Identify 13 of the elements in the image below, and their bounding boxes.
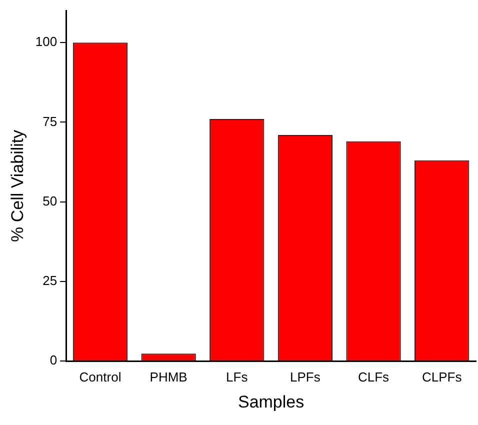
y-tick-label: 75 [42,114,58,129]
y-tick-label: 0 [50,352,58,368]
x-tick-label: LPFs [290,369,321,384]
x-tick-label: CLPFs [422,369,462,384]
y-axis-title: % Cell Viability [8,129,27,242]
x-tick-label: PHMB [150,369,188,384]
y-tick-label: 50 [42,193,58,208]
y-tick-label: 100 [35,34,58,50]
x-axis-title: Samples [238,392,304,412]
x-tick-label: LFs [226,369,248,384]
x-tick-label: CLFs [358,369,390,384]
y-tick-label: 25 [42,272,58,288]
x-tick-label: Control [79,369,122,384]
